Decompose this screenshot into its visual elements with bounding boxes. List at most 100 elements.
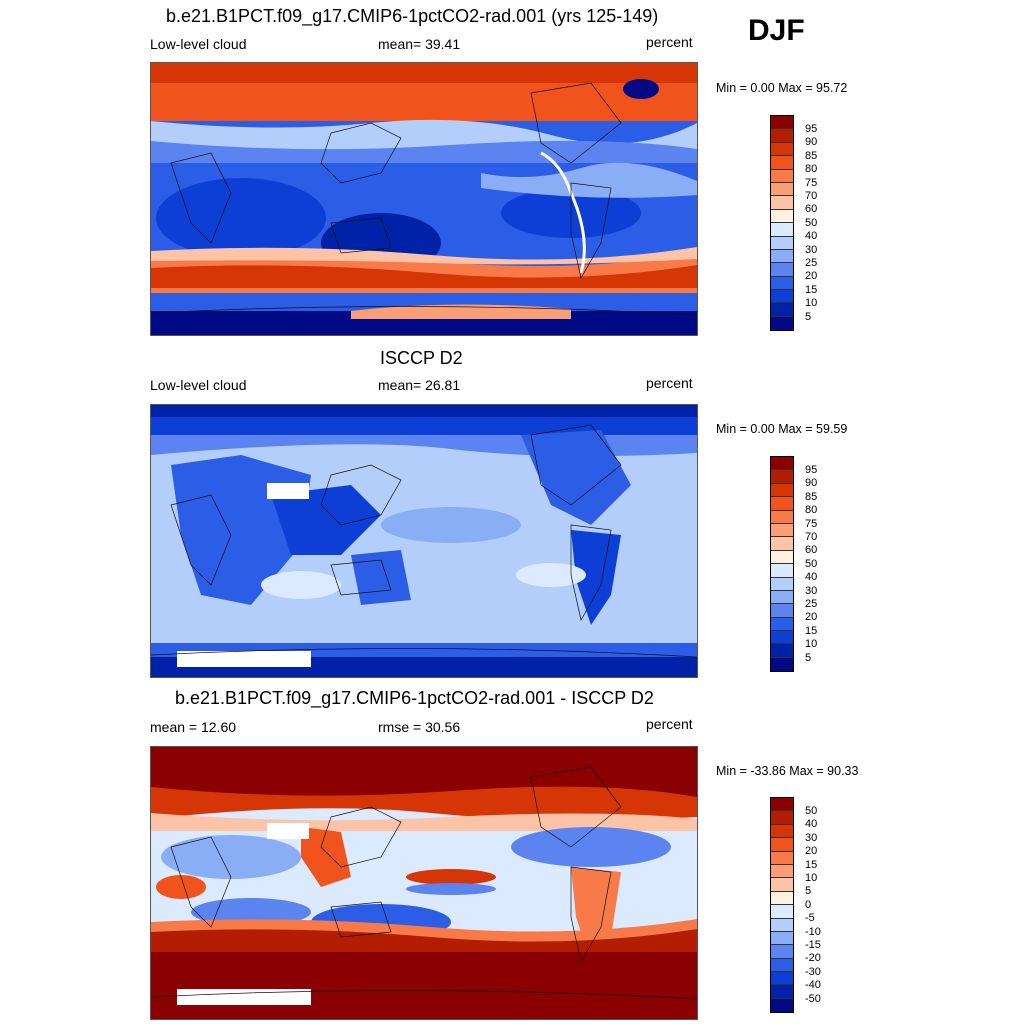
minmax-label: Min = -33.86 Max = 90.33 — [716, 764, 859, 778]
minmax-label: Min = 0.00 Max = 59.59 — [716, 422, 848, 436]
colorbar-box — [771, 945, 793, 959]
colorbar-tick: 90 — [805, 477, 818, 489]
colorbar-box — [771, 577, 793, 591]
colorbar-box — [771, 142, 793, 157]
colorbar-box — [771, 838, 793, 852]
colorbar-tick: 95 — [805, 123, 818, 135]
colorbar-tick: -10 — [805, 926, 821, 938]
colorbar-box — [771, 223, 793, 237]
map-diff — [150, 746, 698, 1020]
colorbar-box — [771, 510, 793, 524]
colorbar-tick: 5 — [805, 885, 812, 897]
season-label: DJF — [748, 14, 805, 47]
colorbar-tick: -30 — [805, 966, 821, 978]
colorbar-box — [771, 657, 793, 672]
colorbar-tick: -5 — [805, 912, 815, 924]
colorbar-box — [771, 523, 793, 538]
colorbar-box — [771, 303, 793, 317]
mean-label: mean= 39.41 — [378, 36, 461, 52]
colorbar-box — [771, 169, 793, 183]
colorbar-box — [771, 851, 793, 865]
colorbar-tick: -40 — [805, 979, 821, 991]
colorbar-tick: 50 — [805, 217, 818, 229]
map-model — [150, 62, 698, 336]
panel-title: ISCCP D2 — [380, 348, 463, 368]
colorbar-box — [771, 182, 793, 197]
colorbar-tick: 15 — [805, 625, 818, 637]
colorbar-box — [771, 905, 793, 919]
colorbar-box — [771, 931, 793, 946]
colorbar-box — [771, 537, 793, 551]
colorbar-box — [771, 824, 793, 839]
colorbar-box — [771, 276, 793, 291]
colorbar-box — [771, 798, 793, 812]
colorbar-tick: 95 — [805, 464, 818, 476]
colorbar-tick: 5 — [805, 311, 812, 323]
colorbar-tick: 80 — [805, 163, 818, 175]
colorbar-box — [771, 457, 793, 471]
colorbar-box — [771, 316, 793, 331]
colorbar-tick: 10 — [805, 297, 818, 309]
colorbar-box — [771, 590, 793, 605]
colorbar-tick: 60 — [805, 544, 818, 556]
colorbar-tick: 40 — [805, 818, 818, 830]
colorbar-tick: 70 — [805, 190, 818, 202]
colorbar-tick: 30 — [805, 244, 818, 256]
colorbar-tick: 30 — [805, 585, 818, 597]
colorbar-box — [771, 196, 793, 210]
colorbar-box — [771, 483, 793, 498]
variable-label: Low-level cloud — [150, 377, 247, 393]
colorbar-box — [771, 631, 793, 645]
colorbar-model — [770, 115, 794, 332]
colorbar-tick: 15 — [805, 284, 818, 296]
map-obs — [150, 404, 698, 678]
colorbar-box — [771, 918, 793, 932]
colorbar-box — [771, 958, 793, 973]
colorbar-box — [771, 263, 793, 277]
panel-title: b.e21.B1PCT.f09_g17.CMIP6-1pctCO2-rad.00… — [175, 688, 654, 708]
mean-label: mean= 26.81 — [378, 377, 461, 393]
colorbar-tick: 20 — [805, 845, 818, 857]
colorbar-tick: 25 — [805, 257, 818, 269]
colorbar-box — [771, 617, 793, 632]
panel-title: b.e21.B1PCT.f09_g17.CMIP6-1pctCO2-rad.00… — [166, 6, 659, 26]
colorbar-box — [771, 864, 793, 879]
colorbar-tick: 20 — [805, 270, 818, 282]
colorbar-tick: 50 — [805, 558, 818, 570]
colorbar-tick: 10 — [805, 872, 818, 884]
colorbar-tick: 70 — [805, 531, 818, 543]
colorbar-tick: 85 — [805, 150, 818, 162]
colorbar-box — [771, 497, 793, 511]
colorbar-tick: 0 — [805, 899, 812, 911]
colorbar-box — [771, 985, 793, 999]
colorbar-box — [771, 998, 793, 1013]
colorbar-box — [771, 550, 793, 565]
colorbar-box — [771, 811, 793, 825]
colorbar-tick: 30 — [805, 832, 818, 844]
colorbar-box — [771, 129, 793, 143]
mean-label: mean = 12.60 — [150, 719, 237, 735]
colorbar-tick: 85 — [805, 491, 818, 503]
units-label: percent — [646, 34, 693, 50]
colorbar-tick: 75 — [805, 177, 818, 189]
units-label: percent — [646, 375, 693, 391]
colorbar-tick: 5 — [805, 652, 812, 664]
colorbar-box — [771, 564, 793, 578]
colorbar-tick: 90 — [805, 136, 818, 148]
colorbar-tick: 10 — [805, 638, 818, 650]
contour-map-obs — [151, 405, 697, 677]
colorbar-tick: 40 — [805, 571, 818, 583]
colorbar-box — [771, 470, 793, 484]
colorbar-box — [771, 249, 793, 264]
colorbar-box — [771, 604, 793, 618]
colorbar-tick: 75 — [805, 518, 818, 530]
colorbar-box — [771, 972, 793, 986]
colorbar-box — [771, 290, 793, 304]
colorbar-tick: 50 — [805, 805, 818, 817]
colorbar-tick: 60 — [805, 203, 818, 215]
colorbar-tick: 40 — [805, 230, 818, 242]
rmse-label: rmse = 30.56 — [378, 719, 461, 735]
colorbar-box — [771, 891, 793, 906]
colorbar-tick: -20 — [805, 952, 821, 964]
contour-map-model — [151, 63, 697, 335]
